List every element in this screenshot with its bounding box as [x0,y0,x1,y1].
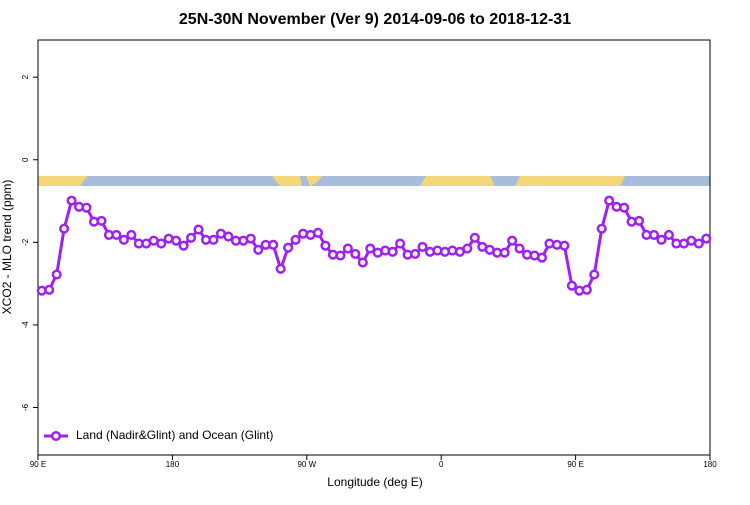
data-point [208,234,219,245]
data-point [507,235,518,246]
data-point [268,239,279,250]
data-point [559,240,570,251]
data-point [365,243,376,254]
y-tick-label: 2 [21,74,30,79]
data-point [96,215,107,226]
data-point [178,240,189,251]
y-axis-label: XCO2 - MLO trend (ppm) [0,180,14,315]
data-point [59,223,70,234]
y-tick-label: -6 [21,403,30,411]
chart-title: 25N-30N November (Ver 9) 2014-09-06 to 2… [179,11,571,28]
data-point [290,234,301,245]
data-point [44,284,55,295]
data-point [186,232,197,243]
land-band [420,176,625,186]
data-point [51,269,62,280]
data-point [283,242,294,253]
x-axis-label: Longitude (deg E) [327,475,422,489]
x-tick-label: 90 W [297,460,316,469]
data-point [648,229,660,240]
data-point [395,238,406,249]
data-point [193,224,204,235]
data-point [275,263,286,274]
land-band [272,176,322,186]
y-tick-label: 0 [21,157,30,162]
data-point [596,223,607,234]
plot-frame [37,39,711,456]
data-point [66,195,77,206]
x-tick-label: 180 [703,460,717,469]
data-point [619,202,630,213]
data-point [566,280,577,291]
y-tick-label: -4 [21,321,30,329]
data-point [589,269,600,280]
data-point [156,238,167,249]
data-point [111,229,122,240]
land-ocean-strip [38,176,710,186]
x-tick-label: 90 E [567,460,583,469]
x-tick-label: 180 [166,460,180,469]
data-point [604,195,615,206]
y-tick-label: -2 [21,238,30,246]
data-point [350,248,361,259]
data-point [223,231,234,242]
legend-entry: Land (Nadir&Glint) and Ocean (Glint) [44,428,273,442]
legend-label: Land (Nadir&Glint) and Ocean (Glint) [76,428,273,442]
ocean-band [38,176,710,186]
data-point [171,235,182,246]
legend-marker [50,430,62,442]
data-point [357,257,368,268]
data-point [499,247,510,258]
x-tick-label: 90 E [30,460,46,469]
data-point [656,234,667,245]
data-point [126,229,137,240]
data-point [118,234,129,245]
data-point [701,233,712,244]
land-band [38,176,88,186]
data-point [663,229,674,240]
data-point [253,244,264,255]
data-point [335,250,346,261]
data-point [410,248,421,259]
data-point [312,227,324,238]
ocean-band [490,176,520,186]
data-point [342,243,353,254]
data-point [693,238,704,249]
data-point [245,233,256,244]
data-point [581,284,592,295]
data-point [536,252,548,263]
data-point [320,240,331,251]
data-point [462,243,473,254]
data-point [469,232,480,243]
x-tick-label: 0 [439,460,444,469]
data-point [634,215,645,226]
data-point [81,202,92,213]
data-point [417,241,428,252]
data-point [514,243,525,254]
data-point [387,246,398,257]
